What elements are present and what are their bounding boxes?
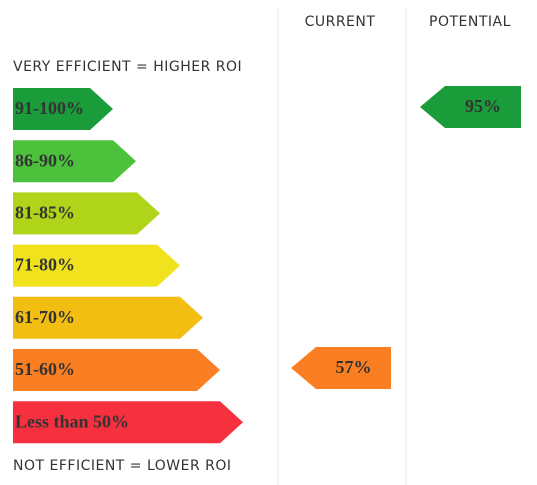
band-label: 86-90%: [15, 150, 75, 170]
current-arrow: [291, 347, 391, 389]
band-label: 81-85%: [15, 203, 75, 223]
bottom-label: NOT EFFICIENT = LOWER ROI: [13, 458, 232, 474]
rating-band: [13, 140, 136, 183]
band-label: 71-80%: [15, 255, 75, 275]
potential-arrow: [420, 86, 521, 128]
band-label: 61-70%: [15, 307, 75, 327]
current-label: 57%: [336, 357, 372, 377]
rating-band: [13, 244, 180, 287]
potential-label: 95%: [465, 96, 501, 116]
rating-band: [13, 349, 220, 391]
column-header: CURRENT: [305, 14, 376, 30]
column-header: POTENTIAL: [429, 14, 511, 30]
band-label: Less than 50%: [15, 411, 129, 431]
rating-band: [13, 192, 160, 235]
rating-band: [13, 401, 243, 444]
rating-band: [13, 296, 203, 339]
band-label: 51-60%: [15, 359, 75, 379]
band-label: 91-100%: [15, 98, 84, 118]
rating-band: [13, 88, 113, 130]
top-label: VERY EFFICIENT = HIGHER ROI: [13, 59, 242, 75]
